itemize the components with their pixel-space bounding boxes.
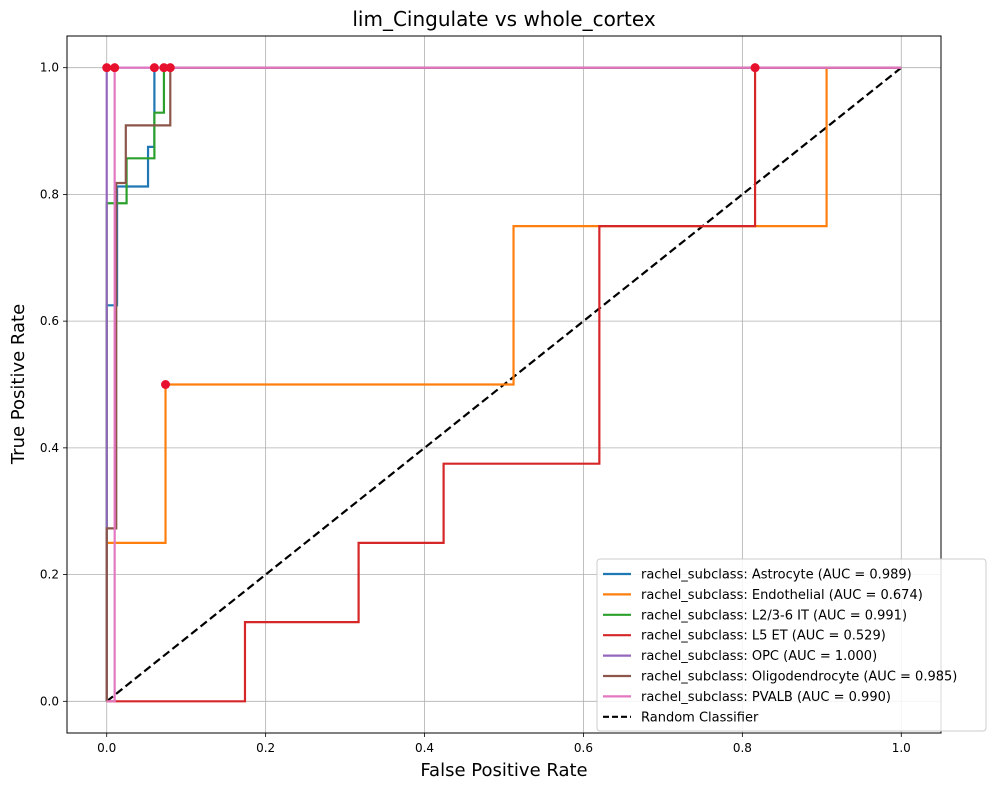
y-tick-label: 0.8 — [40, 187, 59, 201]
y-tick-label: 0.6 — [40, 314, 59, 328]
series-line-2 — [105, 66, 902, 702]
marker-group — [102, 63, 760, 389]
legend: rachel_subclass: Astrocyte (AUC = 0.989)… — [596, 558, 987, 732]
legend-label-1: rachel_subclass: Endothelial (AUC = 0.67… — [641, 588, 923, 603]
legend-label-3: rachel_subclass: L5 ET (AUC = 0.529) — [641, 629, 886, 644]
series-line-5 — [105, 66, 902, 702]
y-tick-label: 0.0 — [40, 694, 59, 708]
series-marker-2 — [159, 63, 169, 73]
legend-label-5: rachel_subclass: Oligodendrocyte (AUC = … — [641, 670, 957, 685]
x-tick-label: 1.0 — [892, 741, 911, 755]
series-line-1 — [105, 66, 902, 702]
axis-ticks: 0.0 0.2 0.4 0.6 0.8 1.0 0.0 0.2 0.4 0.6 0.8 1.0 — [40, 61, 911, 755]
series-line-0 — [105, 66, 902, 702]
x-tick-label: 0.0 — [97, 741, 116, 755]
x-tick-label: 0.4 — [415, 741, 434, 755]
plot-frame — [66, 35, 942, 734]
chart-title: lim_Cingulate vs whole_cortex — [352, 7, 655, 31]
y-axis-title: True Positive Rate — [8, 304, 29, 465]
series-marker-3 — [750, 63, 760, 73]
y-tick-label: 1.0 — [40, 61, 59, 75]
x-tick-label: 0.8 — [733, 741, 752, 755]
series-marker-1 — [161, 380, 171, 389]
y-tick-label: 0.2 — [40, 568, 59, 582]
legend-label-7: Random Classifier — [641, 710, 759, 725]
legend-label-4: rachel_subclass: OPC (AUC = 1.000) — [641, 649, 877, 664]
series-marker-0 — [149, 63, 159, 73]
legend-label-0: rachel_subclass: Astrocyte (AUC = 0.989) — [641, 568, 912, 583]
legend-label-2: rachel_subclass: L2/3-6 IT (AUC = 0.991) — [641, 608, 907, 623]
series-line-3 — [106, 66, 902, 703]
legend-label-6: rachel_subclass: PVALB (AUC = 0.990) — [641, 690, 891, 705]
x-axis-title: False Positive Rate — [420, 760, 587, 781]
series-marker-5 — [165, 63, 175, 73]
legend-box — [596, 558, 987, 732]
x-tick-label: 0.6 — [574, 741, 593, 755]
x-tick-label: 0.2 — [256, 741, 275, 755]
y-tick-label: 0.4 — [40, 441, 59, 455]
series-line-6 — [106, 66, 902, 703]
series-marker-6 — [110, 63, 120, 73]
series-marker-4 — [102, 63, 112, 73]
